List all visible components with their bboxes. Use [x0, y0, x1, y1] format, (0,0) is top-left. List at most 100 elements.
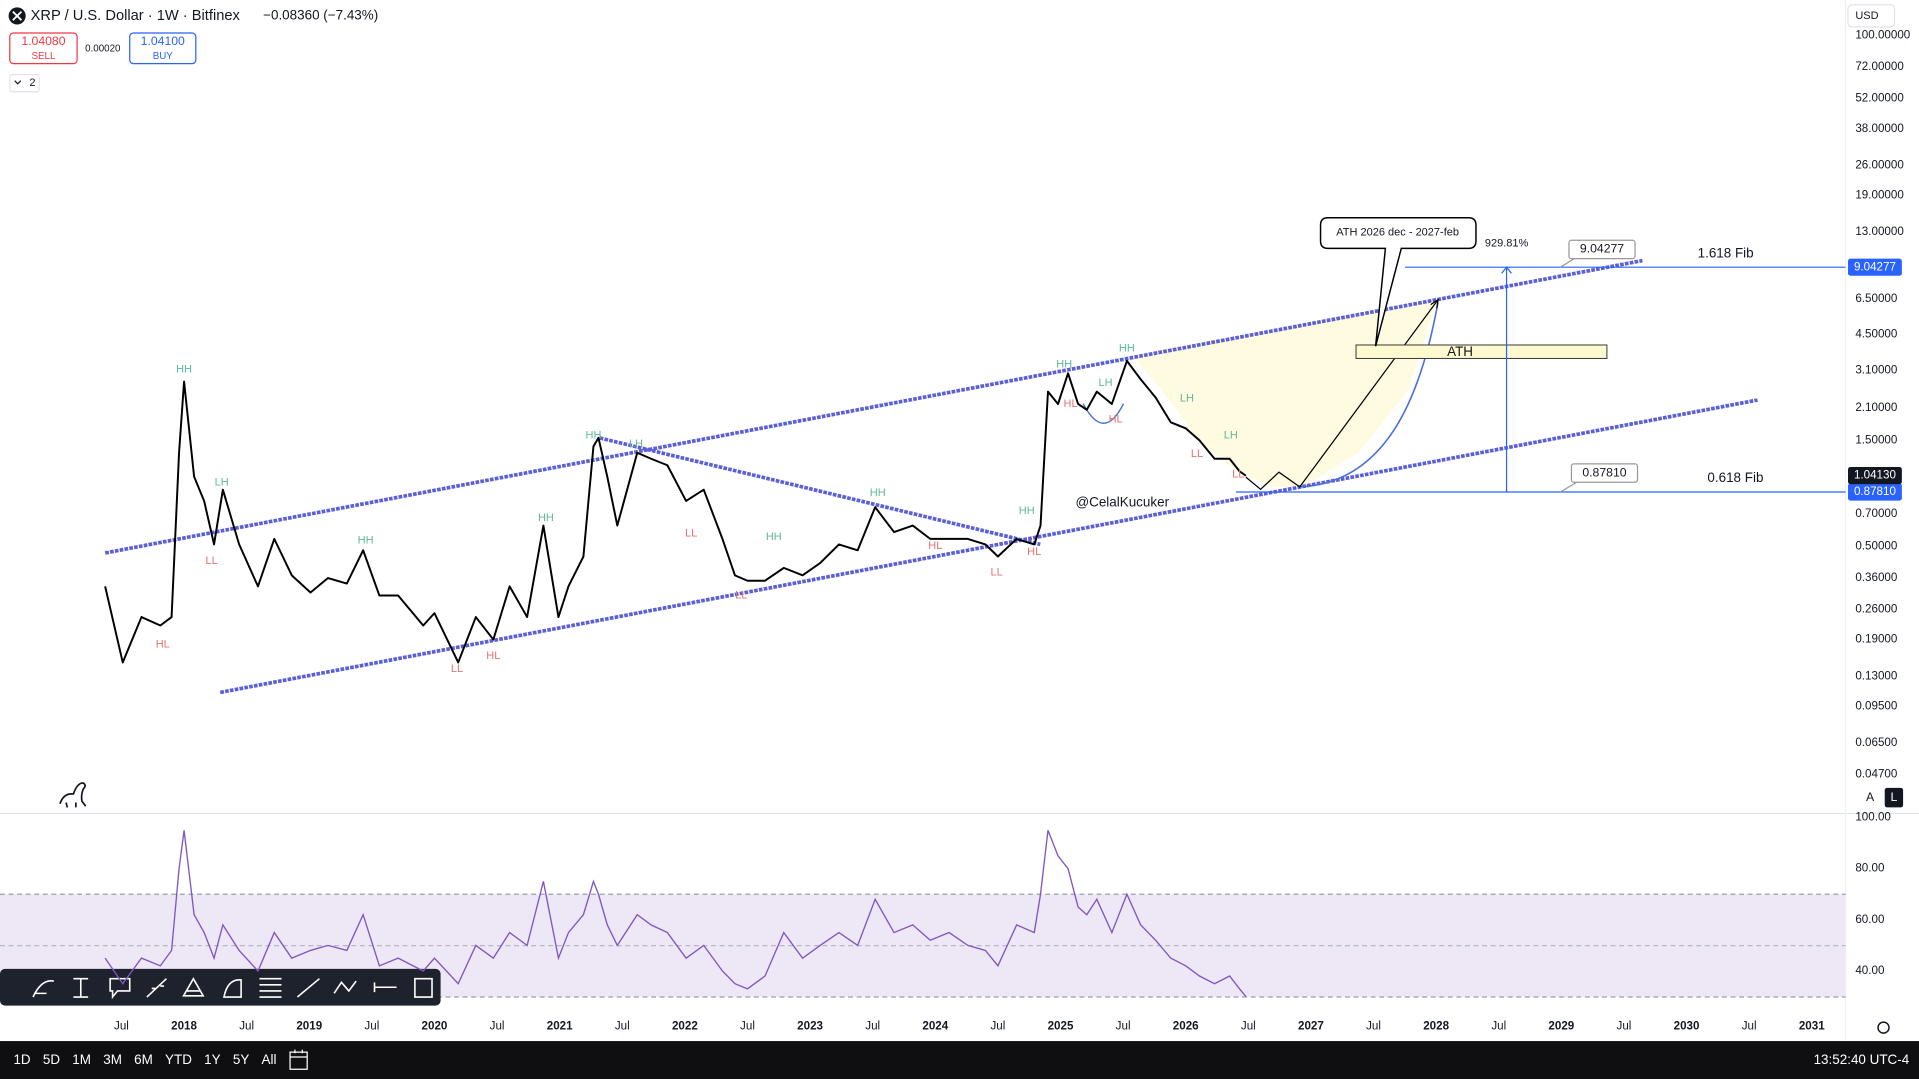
- arrow-head: [1430, 298, 1439, 309]
- currency-button[interactable]: [1847, 4, 1896, 28]
- x-tick-label: 2025: [1048, 1019, 1074, 1032]
- measure-arrow-head: [1501, 266, 1512, 274]
- structure-label: HH: [358, 535, 374, 547]
- author: @CelalKucuker: [1075, 494, 1169, 509]
- rsi-tick-label: 80.00: [1855, 862, 1884, 875]
- x-tick-label: 2022: [672, 1019, 698, 1032]
- structure-label: HL: [1063, 398, 1077, 410]
- y-tick-label: 26.00000: [1855, 158, 1903, 171]
- fib-box-label: 0.87810: [1582, 465, 1626, 479]
- x-tick-label: Jul: [740, 1019, 755, 1032]
- x-tick-label: 2020: [422, 1019, 448, 1032]
- bottom-bar: [0, 1041, 1919, 1079]
- range-group: 1D 5D 1M 3M 6M YTD 1Y 5Y All: [13, 1052, 276, 1067]
- range-button[interactable]: All: [262, 1052, 277, 1067]
- tool-shape[interactable]: [222, 979, 242, 998]
- structure-label: HH: [586, 429, 602, 441]
- structure-label: LH: [1099, 377, 1113, 389]
- structure-label: LL: [1232, 469, 1244, 481]
- structure-label: LL: [991, 567, 1003, 579]
- structure-label: HL: [928, 540, 942, 552]
- ath-label: ATH: [1447, 344, 1473, 359]
- fib-tag-label: 9.04277: [1854, 260, 1896, 273]
- ath-zone: [1355, 344, 1608, 359]
- x-tick-label: Jul: [1617, 1019, 1632, 1032]
- buy-button[interactable]: [129, 32, 197, 65]
- structure-label: LH: [1180, 393, 1194, 405]
- tool-brush[interactable]: [32, 980, 55, 998]
- spread: 0.00020: [85, 44, 121, 55]
- tool-trend[interactable]: [296, 978, 320, 998]
- x-tick-label: 2024: [922, 1019, 948, 1032]
- x-tick-label: Jul: [1491, 1019, 1506, 1032]
- y-tick-label: 0.36000: [1855, 571, 1897, 584]
- tool-ray[interactable]: [373, 982, 397, 993]
- tool-note[interactable]: [109, 977, 131, 1000]
- fib-move: 929.81%: [1485, 237, 1529, 249]
- symbol-logo-mark: [12, 10, 23, 21]
- structure-label: LL: [685, 528, 697, 540]
- callout: [1319, 217, 1477, 347]
- y-tick-label: 4.50000: [1855, 328, 1897, 341]
- settings[interactable]: [1877, 1021, 1890, 1034]
- fib-tag-label: 0.87810: [1854, 485, 1896, 498]
- goto-date[interactable]: [289, 1049, 308, 1070]
- toolbar-icons: [32, 977, 433, 1000]
- y-tick-label: 2.10000: [1855, 401, 1897, 414]
- y-tick-label: 0.06500: [1855, 736, 1897, 749]
- clock: 13:52:40 UTC-4: [1814, 1052, 1910, 1067]
- y-tick-label: 100.00000: [1855, 29, 1910, 42]
- indicator-toggle[interactable]: [9, 74, 40, 93]
- fib-name: 0.618 Fib: [1707, 470, 1763, 485]
- range-button[interactable]: 5D: [43, 1052, 60, 1067]
- tool-text[interactable]: [73, 977, 89, 998]
- log-scale: L: [1891, 790, 1898, 804]
- x-tick-label: Jul: [1742, 1019, 1757, 1032]
- y-tick-label: 0.09500: [1855, 700, 1897, 713]
- tool-pattern[interactable]: [146, 978, 167, 998]
- sell-button[interactable]: [9, 32, 78, 65]
- projection-curve: [1299, 302, 1439, 488]
- range-button[interactable]: 3M: [103, 1052, 122, 1067]
- range-button[interactable]: 6M: [134, 1052, 153, 1067]
- log-scale-button[interactable]: [1884, 787, 1904, 808]
- channel-upper: [104, 258, 1643, 555]
- auto-scale[interactable]: A: [1866, 790, 1875, 804]
- range-button[interactable]: 1M: [72, 1052, 91, 1067]
- chevron: [14, 80, 22, 85]
- structure-label: LL: [205, 555, 217, 567]
- range-button[interactable]: 5Y: [233, 1052, 249, 1067]
- tool-prediction[interactable]: [182, 977, 205, 997]
- indicator-count: 2: [29, 77, 35, 89]
- sell-price: 1.04080: [21, 34, 65, 48]
- x-tick-label: Jul: [615, 1019, 630, 1032]
- range-button[interactable]: 1D: [13, 1052, 30, 1067]
- tool-rect[interactable]: [414, 977, 433, 998]
- x-tick-label: 2018: [171, 1019, 197, 1032]
- tool-path[interactable]: [333, 980, 357, 994]
- x-tick-label: Jul: [1241, 1019, 1256, 1032]
- fib-box: [1568, 239, 1636, 260]
- symbol[interactable]: XRP / U.S. Dollar · 1W · Bitfinex: [31, 8, 241, 24]
- x-tick-label: 2026: [1173, 1019, 1199, 1032]
- price-line: [104, 359, 1247, 664]
- y-tick-label: 0.19000: [1855, 633, 1897, 646]
- channel-lower: [219, 398, 1758, 695]
- tool-fib[interactable]: [259, 977, 282, 998]
- fib-name: 1.618 Fib: [1698, 245, 1754, 260]
- range-button[interactable]: 1Y: [204, 1052, 220, 1067]
- structure-label: HH: [870, 487, 886, 499]
- y-tick-label: 3.10000: [1855, 363, 1897, 376]
- structure-label: LL: [1191, 448, 1203, 460]
- y-tick-label: 13.00000: [1855, 225, 1903, 238]
- x-tick-label: 2030: [1674, 1019, 1700, 1032]
- x-tick-label: 2031: [1799, 1019, 1825, 1032]
- structure-label: HH: [1056, 359, 1072, 371]
- x-tick-label: 2028: [1423, 1019, 1449, 1032]
- range-button[interactable]: YTD: [165, 1052, 192, 1067]
- x-tick-label: Jul: [1116, 1019, 1131, 1032]
- sell-label: SELL: [31, 51, 55, 62]
- trendline: [599, 436, 1041, 547]
- structure-label: HL: [1109, 414, 1123, 426]
- rsi-tick-label: 40.00: [1855, 964, 1884, 977]
